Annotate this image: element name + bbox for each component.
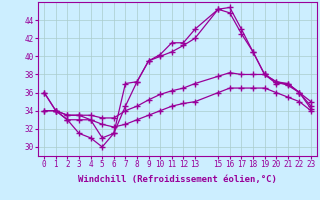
- X-axis label: Windchill (Refroidissement éolien,°C): Windchill (Refroidissement éolien,°C): [78, 175, 277, 184]
